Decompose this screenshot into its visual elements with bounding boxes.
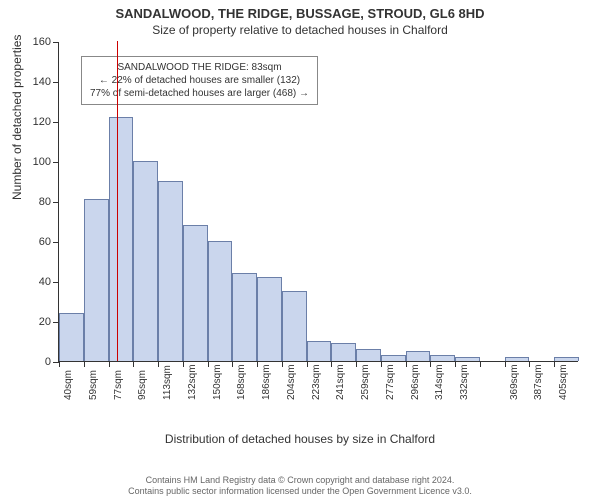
histogram-bar [109,117,134,361]
xtick-line [381,361,382,367]
footer-line2: Contains public sector information licen… [10,486,590,498]
xtick-line [84,361,85,367]
histogram-bar [84,199,109,361]
xtick-label: 95sqm [137,370,148,400]
xtick-line [406,361,407,367]
xtick-line [183,361,184,367]
ytick-line [53,42,59,43]
histogram-bar [282,291,307,361]
annotation-line3: 77% of semi-detached houses are larger (… [90,87,309,100]
xtick-label: 387sqm [533,364,544,400]
ytick-label: 160 [19,36,51,48]
footer-attribution: Contains HM Land Registry data © Crown c… [0,475,600,498]
histogram-bar [133,161,158,361]
ytick-line [53,122,59,123]
ytick-line [53,82,59,83]
histogram-bar [307,341,332,361]
histogram-bar [381,355,406,361]
ytick-line [53,242,59,243]
xtick-line [554,361,555,367]
ytick-label: 140 [19,76,51,88]
histogram-bar [232,273,257,361]
histogram-bar [183,225,208,361]
xtick-label: 186sqm [261,364,272,400]
xtick-label: 40sqm [63,370,74,400]
xtick-line [307,361,308,367]
xtick-line [208,361,209,367]
ytick-label: 60 [19,236,51,248]
ytick-line [53,322,59,323]
plot-area: SANDALWOOD THE RIDGE: 83sqm ← 22% of det… [58,42,578,362]
xtick-label: 296sqm [410,364,421,400]
histogram-bar [208,241,233,361]
ytick-line [53,162,59,163]
ytick-label: 20 [19,316,51,328]
annotation-line1: SANDALWOOD THE RIDGE: 83sqm [90,61,309,74]
xtick-line [282,361,283,367]
histogram-bar [59,313,84,361]
histogram-bar [455,357,480,361]
xtick-line [430,361,431,367]
footer-line1: Contains HM Land Registry data © Crown c… [10,475,590,487]
marker-line [117,41,118,361]
xtick-label: 223sqm [311,364,322,400]
xtick-line [480,361,481,367]
histogram-bar [257,277,282,361]
xtick-line [158,361,159,367]
ytick-label: 100 [19,156,51,168]
histogram-bar [158,181,183,361]
annotation-line2: ← 22% of detached houses are smaller (13… [90,74,309,87]
xtick-line [232,361,233,367]
ytick-label: 80 [19,196,51,208]
chart-title-line1: SANDALWOOD, THE RIDGE, BUSSAGE, STROUD, … [0,6,600,21]
chart-title-line2: Size of property relative to detached ho… [0,23,600,37]
histogram-bar [406,351,431,361]
ytick-label: 0 [19,356,51,368]
ytick-line [53,202,59,203]
xtick-label: 369sqm [509,364,520,400]
chart-area: SANDALWOOD THE RIDGE: 83sqm ← 22% of det… [58,42,578,402]
ytick-label: 40 [19,276,51,288]
xtick-label: 59sqm [88,370,99,400]
xtick-label: 204sqm [286,364,297,400]
xtick-label: 314sqm [434,364,445,400]
histogram-bar [356,349,381,361]
histogram-bar [331,343,356,361]
histogram-bar [505,357,530,361]
histogram-bar [430,355,455,361]
xtick-line [59,361,60,367]
ytick-line [53,282,59,283]
ytick-label: 120 [19,116,51,128]
xtick-line [455,361,456,367]
xtick-line [257,361,258,367]
xtick-label: 132sqm [187,364,198,400]
xtick-label: 259sqm [360,364,371,400]
histogram-bar [554,357,579,361]
xtick-label: 405sqm [558,364,569,400]
xtick-line [356,361,357,367]
xtick-label: 241sqm [335,364,346,400]
xtick-line [529,361,530,367]
xtick-line [133,361,134,367]
xtick-label: 332sqm [459,364,470,400]
xtick-label: 150sqm [212,364,223,400]
xtick-label: 77sqm [113,370,124,400]
xtick-line [505,361,506,367]
xtick-line [331,361,332,367]
xtick-label: 113sqm [162,365,173,400]
x-axis-label: Distribution of detached houses by size … [0,432,600,446]
xtick-label: 277sqm [385,364,396,400]
xtick-label: 168sqm [236,364,247,400]
xtick-line [109,361,110,367]
